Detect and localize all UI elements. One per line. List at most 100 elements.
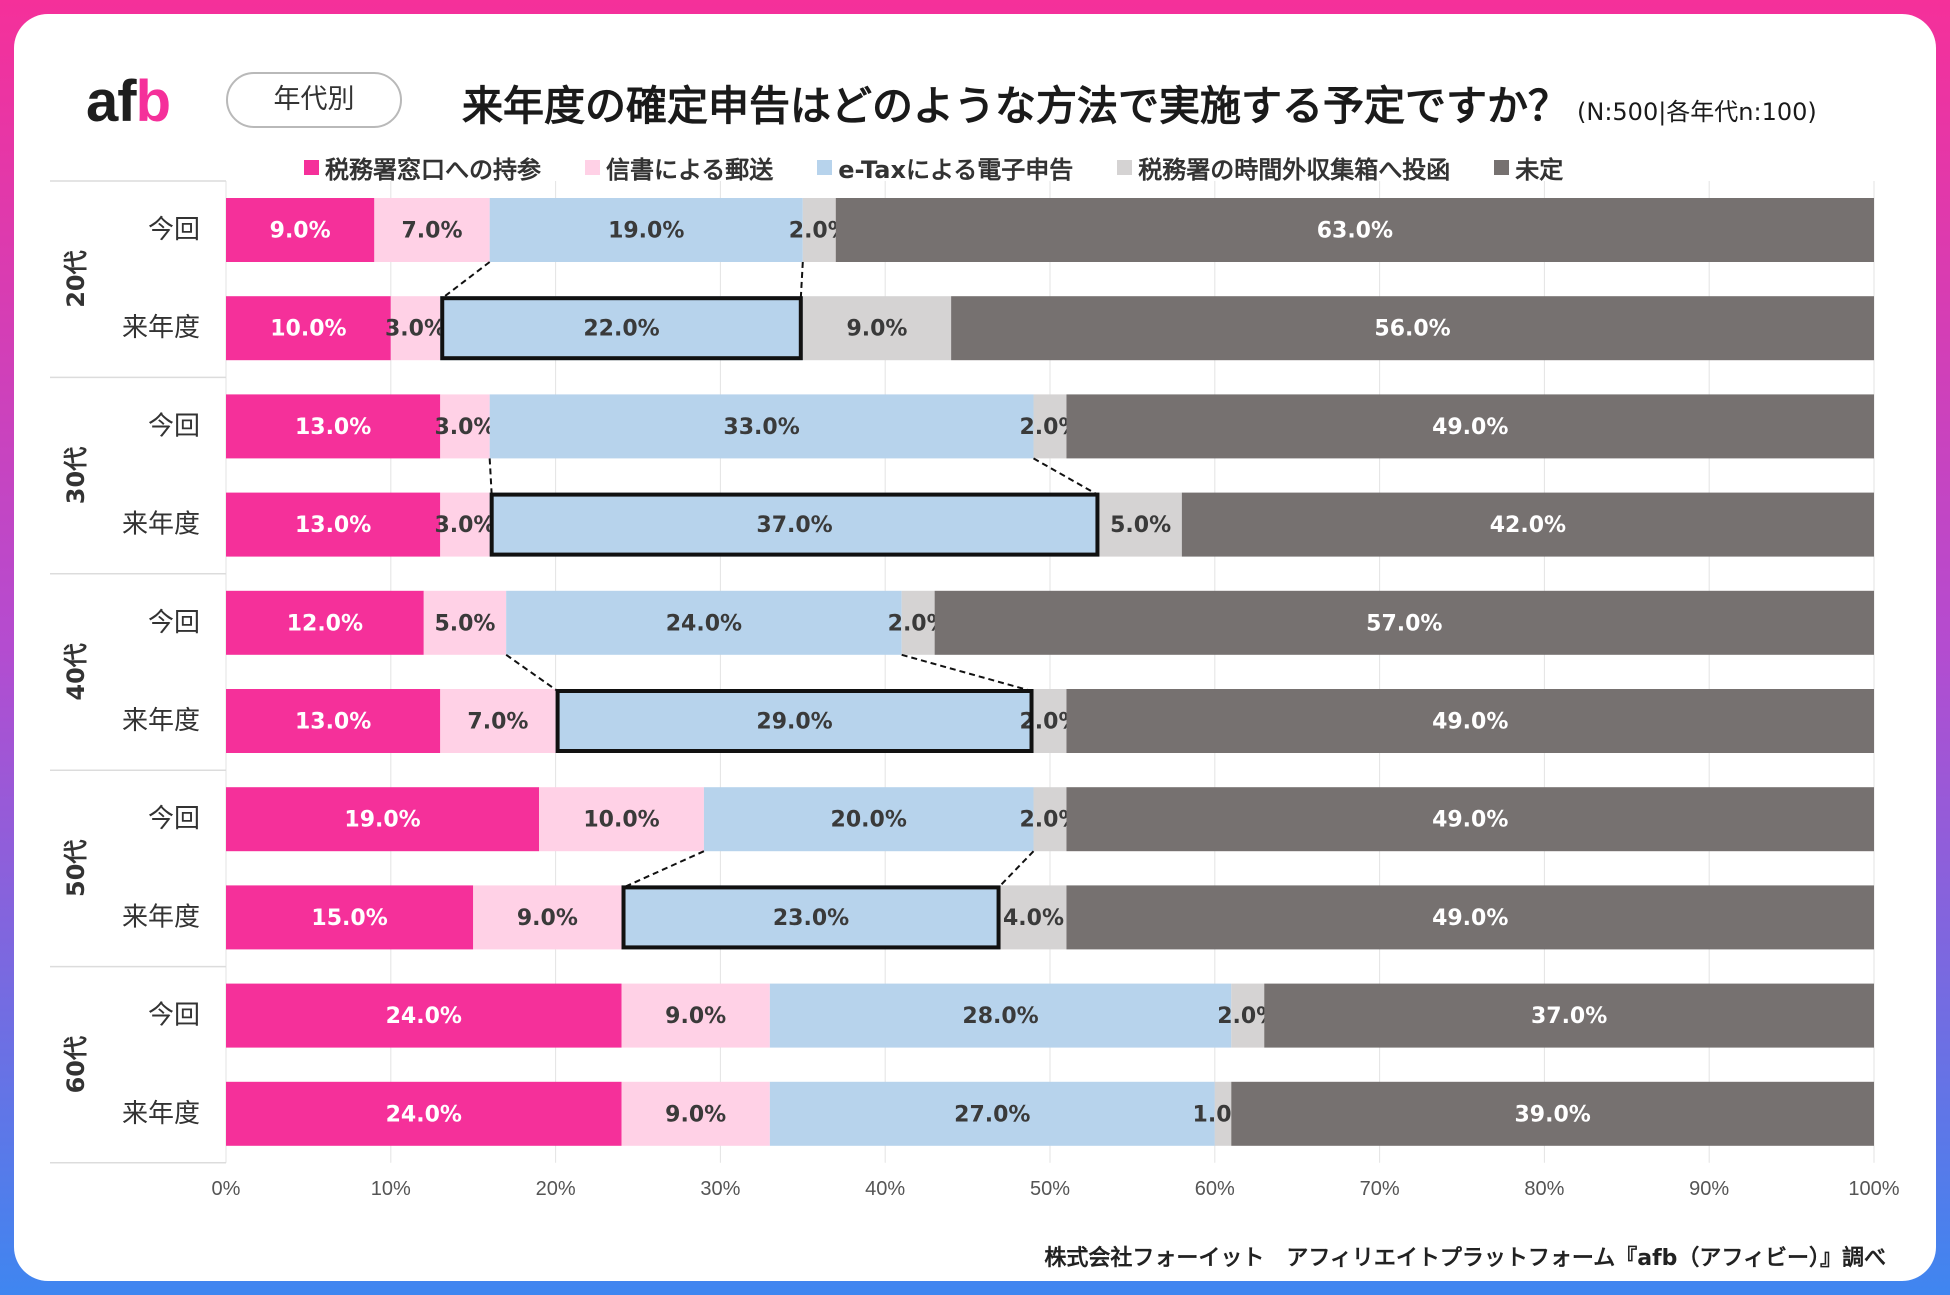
bar-segment-s1 xyxy=(226,787,540,852)
bar-segment-s1 xyxy=(226,296,391,361)
connector-line xyxy=(799,261,804,299)
data-label: 4.0% xyxy=(1003,906,1064,931)
group-label-60代: 60代 xyxy=(62,1036,90,1093)
data-label: 5.0% xyxy=(1110,513,1171,538)
bar-segment-s4 xyxy=(1214,1081,1232,1146)
legend-item-2: 信書による郵送 xyxy=(585,150,773,184)
bar-segment-s4 xyxy=(1033,394,1067,459)
data-label: 39.0% xyxy=(1514,1102,1590,1127)
connector-line xyxy=(488,458,493,495)
bar-segment-s1 xyxy=(226,590,424,655)
data-label: 24.0% xyxy=(386,1102,462,1127)
row-label: 来年度 xyxy=(122,510,200,540)
bar-segment-s1 xyxy=(226,492,441,557)
highlight-box xyxy=(621,885,1001,950)
row-label: 今回 xyxy=(148,215,200,245)
x-tick-label: 10% xyxy=(371,1178,411,1200)
age-group-badge: 年代別 xyxy=(226,72,402,128)
group-label-50代: 50代 xyxy=(62,840,90,897)
bar-segment-s2 xyxy=(423,590,507,655)
data-label: 3.0% xyxy=(385,317,446,342)
bar-segment-s3 xyxy=(489,394,1034,459)
data-label: 5.0% xyxy=(434,611,495,636)
data-label: 9.0% xyxy=(846,317,907,342)
data-label: 19.0% xyxy=(344,808,420,833)
legend-label: 税務署の時間外収集箱へ投函 xyxy=(1138,155,1451,184)
bar-segment-s5 xyxy=(835,198,1874,262)
legend-swatch xyxy=(1117,159,1133,175)
bar-segment-s2 xyxy=(440,492,490,557)
source-credit: 株式会社フォーイット アフィリエイトプラットフォーム『afb（アフィビー）』調べ xyxy=(1044,1246,1886,1271)
legend-swatch xyxy=(585,159,600,175)
bar-segment-s3 xyxy=(703,787,1034,852)
data-label: 19.0% xyxy=(608,219,684,244)
highlight-box xyxy=(440,296,803,361)
title-text: 来年度の確定申告はどのような方法で実施する予定ですか？ xyxy=(462,82,1569,130)
bar-segment-s2 xyxy=(440,689,556,753)
data-label: 23.0% xyxy=(773,906,849,931)
data-label: 63.0% xyxy=(1317,219,1393,244)
data-label: 13.0% xyxy=(295,710,371,735)
bar-segment-s3 xyxy=(555,689,1034,753)
bar-segment-s2 xyxy=(621,983,770,1048)
bar-segment-s3 xyxy=(489,198,803,262)
chart-legend: 税務署窓口への持参 信書による郵送 e-Taxによる電子申告 税務署の時間外収集箱へ投… xyxy=(304,150,1563,184)
bar-segment-s5 xyxy=(1264,983,1874,1048)
data-label: 15.0% xyxy=(311,906,387,931)
row-label: 今回 xyxy=(148,804,200,834)
bar-segment-s3 xyxy=(769,1081,1215,1146)
x-tick-label: 0% xyxy=(212,1178,241,1200)
bar-segment-s1 xyxy=(226,689,441,753)
data-label: 12.0% xyxy=(287,611,363,636)
data-label: 9.0% xyxy=(665,1102,726,1127)
bar-segment-s4 xyxy=(1033,787,1067,852)
logo-accent: b xyxy=(135,69,171,134)
data-label: 24.0% xyxy=(666,611,742,636)
bar-segment-s2 xyxy=(621,1081,770,1146)
data-label: 7.0% xyxy=(467,710,528,735)
bar-segment-s5 xyxy=(1066,394,1874,459)
data-label: 42.0% xyxy=(1490,513,1566,538)
legend-swatch xyxy=(304,159,319,175)
bar-segment-s3 xyxy=(489,492,1100,557)
bar-segment-s1 xyxy=(226,198,375,262)
bar-segment-s4 xyxy=(802,198,836,262)
data-label: 37.0% xyxy=(1531,1004,1607,1029)
data-label: 9.0% xyxy=(665,1004,726,1029)
group-label-20代: 20代 xyxy=(62,250,90,307)
bar-segment-s5 xyxy=(934,590,1874,655)
x-tick-label: 60% xyxy=(1195,1178,1235,1200)
chart-title: 来年度の確定申告はどのような方法で実施する予定ですか？ (N:500|各年代n:1… xyxy=(462,72,1817,132)
x-tick-label: 80% xyxy=(1524,1178,1564,1200)
data-label: 37.0% xyxy=(756,513,832,538)
x-tick-label: 50% xyxy=(1030,1178,1070,1200)
legend-label: 未定 xyxy=(1515,155,1564,184)
row-label: 今回 xyxy=(148,1001,200,1031)
bar-segment-s1 xyxy=(226,1081,622,1146)
afb-logo: afb xyxy=(86,68,171,135)
bar-segment-s3 xyxy=(769,983,1232,1048)
group-label-40代: 40代 xyxy=(62,643,90,700)
data-label: 3.0% xyxy=(434,415,495,440)
row-label: 来年度 xyxy=(122,313,200,343)
x-tick-label: 90% xyxy=(1689,1178,1729,1200)
x-tick-label: 30% xyxy=(700,1178,740,1200)
bar-segment-s4 xyxy=(802,296,952,361)
data-label: 24.0% xyxy=(386,1004,462,1029)
legend-item-4: 税務署の時間外収集箱へ投函 xyxy=(1117,150,1450,184)
bar-segment-s5 xyxy=(1066,885,1874,950)
data-label: 28.0% xyxy=(962,1004,1038,1029)
legend-item-1: 税務署窓口への持参 xyxy=(304,150,541,184)
data-label: 10.0% xyxy=(270,317,346,342)
bar-segment-s5 xyxy=(951,296,1874,361)
data-label: 13.0% xyxy=(295,415,371,440)
bar-segment-s3 xyxy=(506,590,902,655)
connector-line xyxy=(997,850,1035,889)
legend-item-3: e-Taxによる電子申告 xyxy=(817,150,1073,184)
bar-segment-s4 xyxy=(901,590,935,655)
highlight-box xyxy=(555,689,1034,753)
data-label: 27.0% xyxy=(954,1102,1030,1127)
data-label: 20.0% xyxy=(831,808,907,833)
x-tick-label: 20% xyxy=(536,1178,576,1200)
